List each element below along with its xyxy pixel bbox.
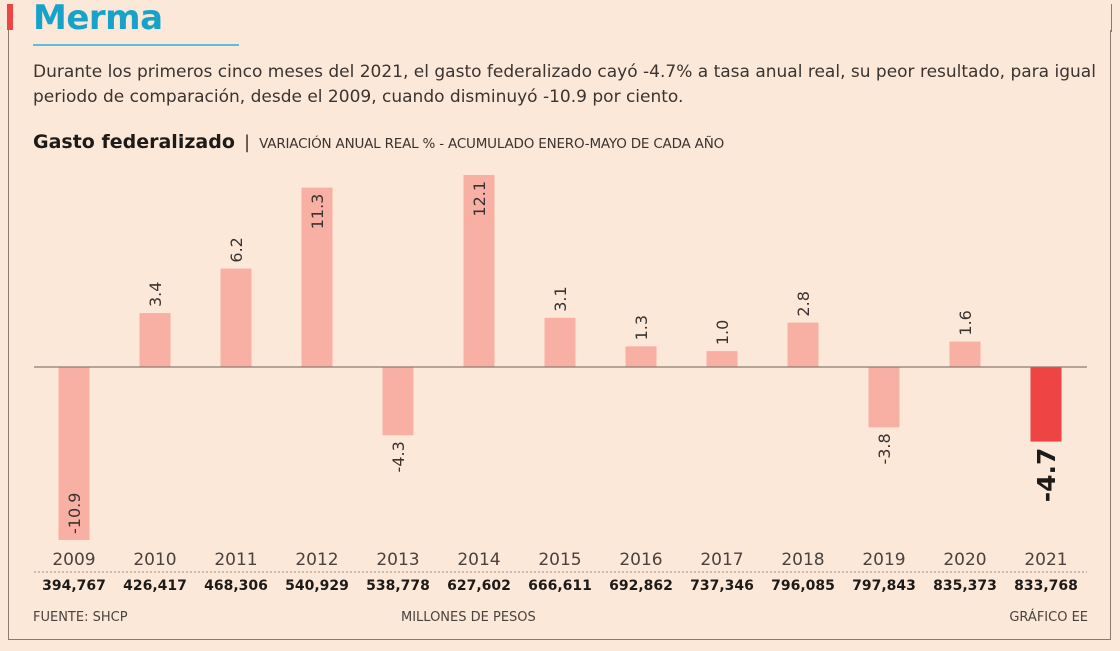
- amount-label-2014: 627,602: [447, 578, 511, 594]
- bar-2020: [949, 341, 981, 367]
- bar-2016: [625, 346, 657, 367]
- value-label-2010: 3.4: [146, 282, 165, 307]
- year-label-2018: 2018: [781, 550, 824, 570]
- year-label-2013: 2013: [376, 550, 419, 570]
- amount-label-2020: 835,373: [933, 578, 997, 594]
- value-label-2012: 11.3: [308, 194, 327, 230]
- amount-label-2013: 538,778: [366, 578, 430, 594]
- bar-2019: [868, 367, 900, 428]
- value-label-2014: 12.1: [470, 181, 489, 217]
- amount-label-2016: 692,862: [609, 578, 673, 594]
- amount-label-2017: 737,346: [690, 578, 754, 594]
- value-label-2018: 2.8: [794, 291, 813, 316]
- amount-label-2011: 468,306: [204, 578, 268, 594]
- year-label-2010: 2010: [133, 550, 176, 570]
- amount-label-2009: 394,767: [42, 578, 106, 594]
- amount-label-2019: 797,843: [852, 578, 916, 594]
- year-label-2011: 2011: [214, 550, 257, 570]
- credit-note: GRÁFICO EE: [1009, 610, 1088, 625]
- amount-label-2015: 666,611: [528, 578, 592, 594]
- year-label-2016: 2016: [619, 550, 662, 570]
- bar-2018: [787, 322, 819, 367]
- title-accent-bar: [7, 4, 13, 30]
- chart-subtitle: VARIACIÓN ANUAL REAL % - ACUMULADO ENERO…: [259, 136, 725, 152]
- bar-2011: [220, 268, 252, 367]
- year-label-2021: 2021: [1024, 550, 1067, 570]
- amount-label-2012: 540,929: [285, 578, 349, 594]
- value-label-2017: 1.0: [713, 320, 732, 345]
- bar-2010: [139, 313, 171, 367]
- bar-2014: [463, 174, 495, 367]
- chart-frame: [8, 30, 1111, 640]
- title-underline: [33, 44, 239, 46]
- value-label-2009: -10.9: [65, 493, 84, 534]
- page-title: Merma: [33, 0, 163, 38]
- value-label-2013: -4.3: [389, 441, 408, 472]
- units-note: MILLONES DE PESOS: [401, 610, 536, 625]
- value-label-2011: 6.2: [227, 237, 246, 262]
- value-label-2015: 3.1: [551, 286, 570, 311]
- frame-right-edge: [1110, 4, 1112, 32]
- value-label-2016: 1.3: [632, 315, 651, 340]
- year-label-2020: 2020: [943, 550, 986, 570]
- year-label-2014: 2014: [457, 550, 500, 570]
- lede-text: Durante los primeros cinco meses del 202…: [33, 62, 1096, 107]
- year-label-2017: 2017: [700, 550, 743, 570]
- chart-header: Gasto federalizado | VARIACIÓN ANUAL REA…: [33, 131, 724, 153]
- amount-label-2021: 833,768: [1014, 578, 1078, 594]
- year-label-2015: 2015: [538, 550, 581, 570]
- bar-2013: [382, 367, 414, 436]
- value-label-2021: -4.7: [1032, 448, 1061, 503]
- bar-2021: [1030, 367, 1062, 442]
- amount-label-2010: 426,417: [123, 578, 187, 594]
- year-label-2009: 2009: [52, 550, 95, 570]
- chart-title: Gasto federalizado: [33, 131, 235, 153]
- value-label-2020: 1.6: [956, 310, 975, 335]
- chart-title-separator: |: [243, 132, 251, 153]
- bar-2009: [58, 367, 90, 540]
- source-note: FUENTE: SHCP: [33, 610, 128, 625]
- bar-2015: [544, 317, 576, 367]
- amount-label-2018: 796,085: [771, 578, 835, 594]
- bar-2017: [706, 351, 738, 367]
- year-label-2019: 2019: [862, 550, 905, 570]
- year-label-2012: 2012: [295, 550, 338, 570]
- bar-2012: [301, 187, 333, 367]
- value-label-2019: -3.8: [875, 433, 894, 464]
